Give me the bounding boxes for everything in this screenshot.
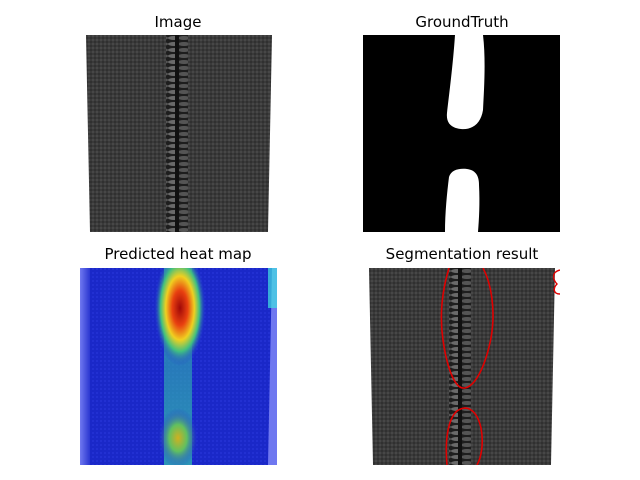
panel-heatmap [80, 268, 277, 465]
heatmap-overlay [80, 268, 277, 465]
binary-mask [363, 35, 560, 232]
title-groundtruth: GroundTruth [415, 13, 509, 31]
heat-hotspot-upper [154, 268, 206, 366]
panel-segmentation [363, 268, 560, 465]
contour-lower [445, 407, 484, 465]
contour-overlay [363, 268, 560, 465]
contour-edge [552, 269, 560, 295]
mask-region-upper [446, 35, 485, 130]
mask-region-lower [445, 168, 480, 232]
title-segmentation: Segmentation result [385, 245, 539, 263]
panel-image [80, 35, 277, 232]
title-heatmap: Predicted heat map [104, 245, 252, 263]
zipper-photo [80, 35, 277, 232]
heat-hotspot-lower [158, 408, 198, 465]
title-image: Image [154, 13, 202, 31]
contour-upper [440, 268, 494, 389]
panel-groundtruth [363, 35, 560, 232]
